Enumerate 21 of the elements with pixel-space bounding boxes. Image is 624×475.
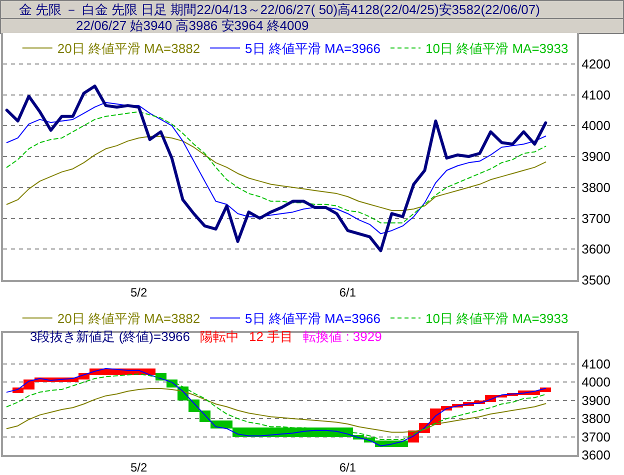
y-tick-label: 3800 [582, 180, 611, 195]
y-tick-label: 3600 [582, 242, 611, 257]
y-tick-label: 4200 [582, 56, 611, 72]
y-tick-label: 3500 [582, 272, 611, 288]
legend-label: 10日 終値平滑 MA=3933 [426, 41, 568, 56]
y-tick-label: 4100 [582, 87, 611, 102]
y-tick-label: 3800 [582, 411, 611, 426]
y-tick-label: 3900 [582, 392, 611, 408]
y-tick-label: 4000 [582, 374, 611, 390]
y-tick-label: 3900 [582, 149, 611, 164]
chart-subtitle: 22/06/27 始3940 高3986 安3964 終4009 [0, 18, 624, 34]
y-tick-label: 4000 [582, 118, 611, 134]
x-tick-label: 5/2 [130, 285, 148, 300]
y-tick-label: 3700 [582, 210, 611, 226]
x-tick-label: 6/1 [339, 285, 356, 300]
y-tick-label: 3700 [582, 429, 611, 444]
chart-title: 金 先限 － 白金 先限 日足 期間22/04/13～22/06/27( 50)高4128(22/04/25)安3582(22/06/07) [0, 0, 624, 19]
legend-label: 20日 終値平滑 MA=3882 [57, 41, 200, 56]
y-tick-label: 3600 [582, 448, 611, 463]
legend-label: 5日 終値平滑 MA=3966 [245, 41, 381, 56]
y-tick-label: 4100 [582, 356, 611, 372]
